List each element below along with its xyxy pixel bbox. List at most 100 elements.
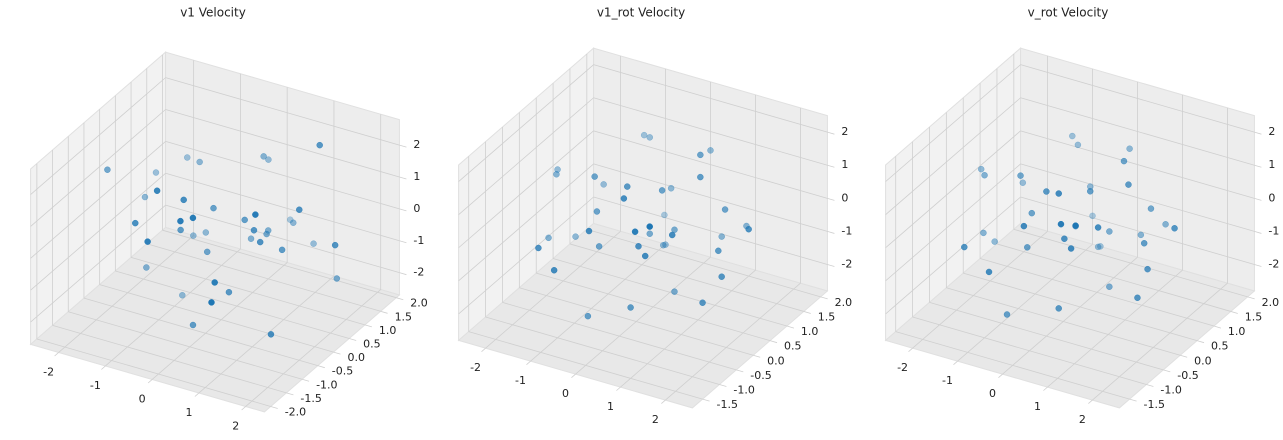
point (1072, 222, 1079, 229)
tick-label: -1 (1268, 224, 1279, 237)
grid-line (1047, 269, 1183, 388)
point (631, 228, 639, 235)
tick-mark (526, 360, 531, 365)
grid-line (620, 269, 756, 388)
tick-label: 0 (139, 392, 146, 405)
grid-line (485, 230, 621, 349)
grid-line (552, 258, 788, 327)
point (310, 240, 317, 247)
grid-line (30, 141, 166, 259)
grid-line (458, 64, 594, 182)
point (620, 195, 628, 202)
point (1028, 209, 1036, 217)
tick-mark (1088, 399, 1093, 404)
point (177, 226, 184, 234)
tick-mark (786, 325, 795, 329)
tick-label: -2 (897, 361, 908, 374)
point (985, 268, 993, 276)
grid-line (895, 331, 1130, 400)
point (1147, 205, 1155, 212)
point (1055, 190, 1062, 197)
tick-label: -0.5 (1177, 369, 1198, 382)
tick-mark (827, 131, 835, 135)
point (718, 273, 725, 280)
grid-line (245, 289, 381, 407)
point (661, 211, 668, 219)
tick-label: 0.5 (1211, 340, 1229, 353)
point (225, 288, 233, 296)
grid-line (530, 243, 666, 362)
tick-label: 2 (1079, 413, 1086, 426)
grid-line (146, 243, 381, 312)
tick-mark (349, 338, 357, 341)
point (211, 279, 218, 286)
tick-label: -1.5 (300, 392, 321, 405)
point (545, 234, 552, 242)
tick-label: 0.5 (363, 337, 381, 350)
point (646, 223, 653, 230)
tick-label: 1.0 (1228, 325, 1246, 338)
tick-label: 2 (652, 413, 659, 426)
tick-label: 0 (413, 202, 420, 215)
grid-line (485, 316, 720, 385)
grid-line (1020, 97, 1255, 166)
tick-mark (1213, 325, 1222, 329)
point (671, 288, 678, 295)
point (595, 243, 603, 250)
chart-title: v_rot Velocity (1028, 6, 1109, 20)
point (1140, 240, 1148, 247)
point (143, 264, 150, 271)
grid-line (536, 272, 771, 342)
grid-line (165, 109, 400, 178)
tick-mark (286, 392, 294, 396)
tick-label: 1 (1268, 158, 1275, 171)
point (585, 227, 593, 235)
tick-mark (333, 351, 341, 355)
point (331, 241, 339, 249)
point (646, 134, 654, 141)
grid-line (36, 338, 271, 407)
point (316, 141, 323, 149)
point (180, 196, 187, 204)
grid-line (963, 272, 1198, 342)
point (267, 331, 275, 338)
point (640, 131, 648, 139)
tick-mark (998, 373, 1003, 378)
tick-label: -2 (841, 258, 852, 271)
pane-floor (29, 226, 401, 413)
grid-line (458, 196, 594, 315)
point (333, 275, 341, 282)
tick-label: 0.5 (784, 340, 802, 353)
point (697, 151, 704, 159)
point (265, 156, 272, 163)
tick-mark (270, 406, 278, 409)
grid-line (151, 262, 288, 380)
point (196, 158, 203, 166)
tick-mark (827, 231, 835, 234)
point (296, 206, 303, 213)
point (189, 214, 197, 222)
grid-line (665, 282, 801, 401)
grid-line (198, 275, 335, 394)
tick-mark (1254, 131, 1262, 135)
tick-label: -2 (1268, 258, 1279, 271)
grid-line (165, 141, 400, 210)
point (153, 187, 161, 194)
grid-line (885, 130, 1021, 249)
point (1043, 188, 1050, 195)
point (572, 233, 579, 240)
grid-line (885, 64, 1021, 182)
tick-mark (953, 360, 958, 365)
tick-label: 2 (413, 138, 420, 151)
tick-mark (1129, 398, 1137, 402)
point (1126, 145, 1133, 152)
point (535, 244, 542, 252)
point (627, 304, 634, 311)
tick-mark (1254, 197, 1262, 201)
grid-line (593, 97, 828, 166)
tick-label: 2 (232, 419, 239, 432)
tick-mark (399, 144, 407, 148)
grid-line (30, 109, 166, 227)
point (699, 299, 706, 306)
tick-mark (736, 369, 744, 373)
